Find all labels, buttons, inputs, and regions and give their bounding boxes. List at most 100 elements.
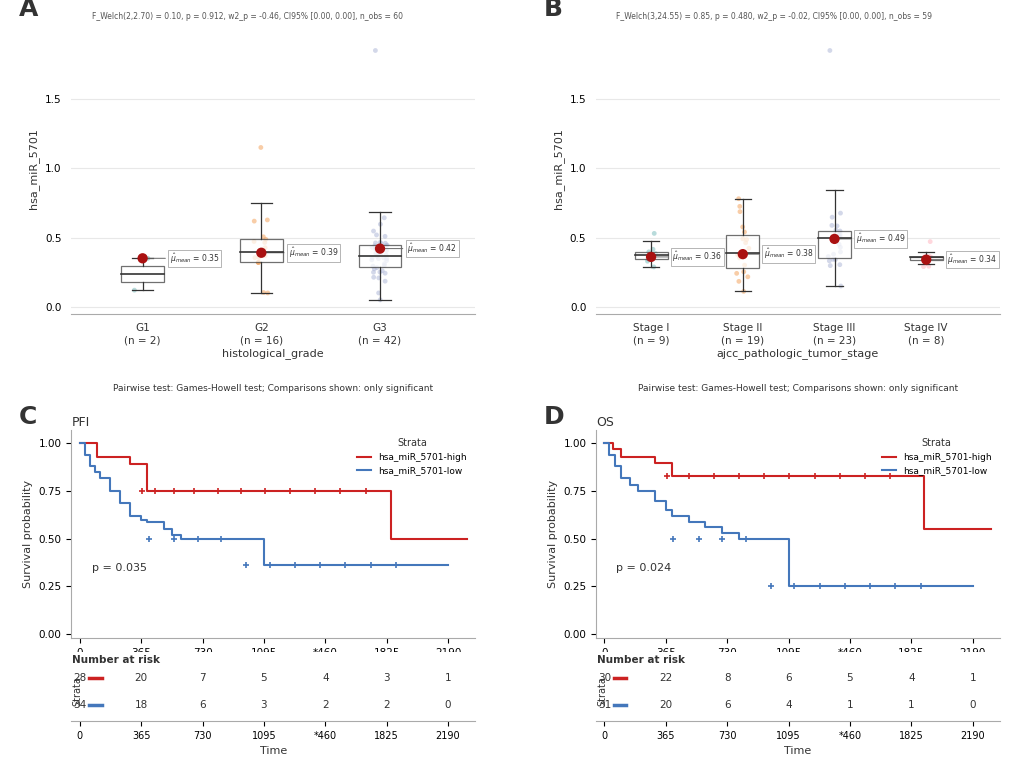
Legend: hsa_miR_5701-high, hsa_miR_5701-low: hsa_miR_5701-high, hsa_miR_5701-low (877, 435, 995, 479)
Point (367, 237, 383, 249)
Point (255, 286, 271, 298)
Text: p = 0.024: p = 0.024 (615, 563, 671, 573)
Point (917, 250, 933, 263)
Point (377, 249, 393, 261)
Point (377, 230, 393, 242)
FancyBboxPatch shape (634, 252, 666, 259)
Text: Number at risk: Number at risk (596, 655, 684, 665)
Text: Strata: Strata (72, 676, 83, 707)
Point (259, 214, 275, 226)
Text: 3: 3 (383, 672, 389, 682)
Point (370, 272, 386, 284)
Point (140, 252, 156, 264)
Point (821, 45, 838, 57)
Text: 1: 1 (907, 701, 914, 710)
Legend: hsa_miR_5701-high, hsa_miR_5701-low: hsa_miR_5701-high, hsa_miR_5701-low (354, 435, 470, 479)
Y-axis label: hsa_miR_5701: hsa_miR_5701 (29, 128, 40, 209)
Point (639, 253, 655, 265)
Point (819, 250, 836, 263)
Point (377, 237, 393, 249)
Text: C: C (19, 405, 38, 429)
Point (830, 238, 847, 250)
Point (372, 294, 388, 306)
Point (920, 251, 936, 263)
Point (644, 249, 660, 261)
Text: 20: 20 (658, 701, 672, 710)
Point (917, 254, 933, 266)
Point (823, 211, 840, 223)
Point (730, 276, 746, 288)
X-axis label: ajcc_pathologic_tumor_stage: ajcc_pathologic_tumor_stage (716, 348, 878, 359)
Y-axis label: Survival probability: Survival probability (547, 480, 557, 588)
Point (731, 252, 747, 264)
Point (376, 260, 392, 272)
Text: 4: 4 (785, 701, 791, 710)
Text: $\hat{\mu}_{mean}$ = 0.49: $\hat{\mu}_{mean}$ = 0.49 (837, 231, 905, 246)
Text: Number at risk: Number at risk (72, 655, 160, 665)
Point (825, 233, 842, 245)
Text: $\hat{\mu}_{mean}$ = 0.35: $\hat{\mu}_{mean}$ = 0.35 (146, 251, 220, 266)
Text: 22: 22 (658, 672, 672, 682)
Point (832, 246, 848, 258)
Text: D: D (543, 405, 564, 429)
Text: 6: 6 (199, 701, 206, 710)
FancyBboxPatch shape (909, 257, 942, 260)
Text: 3: 3 (261, 701, 267, 710)
Text: 5: 5 (846, 672, 853, 682)
Point (921, 235, 937, 247)
Point (645, 261, 661, 273)
Point (369, 262, 385, 274)
FancyBboxPatch shape (359, 245, 401, 267)
Text: 31: 31 (597, 701, 610, 710)
Point (126, 284, 143, 296)
Point (821, 260, 838, 272)
Point (369, 250, 385, 263)
X-axis label: Time: Time (784, 746, 811, 756)
Point (365, 260, 381, 272)
Text: 1: 1 (846, 701, 853, 710)
Point (644, 243, 660, 255)
Text: 4: 4 (907, 672, 914, 682)
Point (824, 254, 841, 266)
Point (372, 236, 388, 248)
Point (826, 230, 843, 242)
Point (828, 220, 845, 232)
Point (820, 255, 837, 267)
Text: B: B (543, 0, 562, 20)
Text: 6: 6 (723, 701, 730, 710)
FancyBboxPatch shape (239, 238, 282, 263)
Text: 0: 0 (968, 701, 975, 710)
Point (832, 280, 848, 292)
Point (832, 225, 848, 237)
Text: $\hat{\mu}_{mean}$ = 0.36: $\hat{\mu}_{mean}$ = 0.36 (653, 250, 721, 264)
Point (366, 240, 382, 252)
Text: Strata: Strata (596, 676, 606, 707)
Text: 30: 30 (597, 672, 610, 682)
Point (378, 254, 394, 266)
Point (373, 238, 389, 250)
Point (832, 241, 848, 254)
Point (247, 251, 263, 263)
Text: 2: 2 (383, 701, 389, 710)
Point (370, 246, 386, 258)
Point (246, 215, 262, 227)
Text: 1: 1 (444, 672, 451, 682)
Point (739, 271, 755, 283)
Point (372, 218, 388, 230)
Point (257, 236, 273, 248)
FancyBboxPatch shape (817, 231, 850, 258)
Point (377, 275, 393, 287)
Point (378, 244, 394, 257)
Point (733, 249, 749, 261)
Point (731, 200, 747, 213)
Text: F_Welch(2,2.70) = 0.10, p = 0.912, w2_p = -0.46, CI95% [0.00, 0.00], n_obs = 60: F_Welch(2,2.70) = 0.10, p = 0.912, w2_p … (92, 11, 403, 20)
Point (734, 233, 750, 245)
Text: PFI: PFI (71, 416, 90, 429)
Point (257, 241, 273, 254)
Point (257, 250, 273, 262)
Point (253, 141, 269, 153)
Text: $\hat{\mu}_{mean}$ = 0.38: $\hat{\mu}_{mean}$ = 0.38 (745, 247, 813, 261)
Point (378, 253, 394, 265)
Text: 1: 1 (968, 672, 975, 682)
Point (258, 233, 274, 245)
